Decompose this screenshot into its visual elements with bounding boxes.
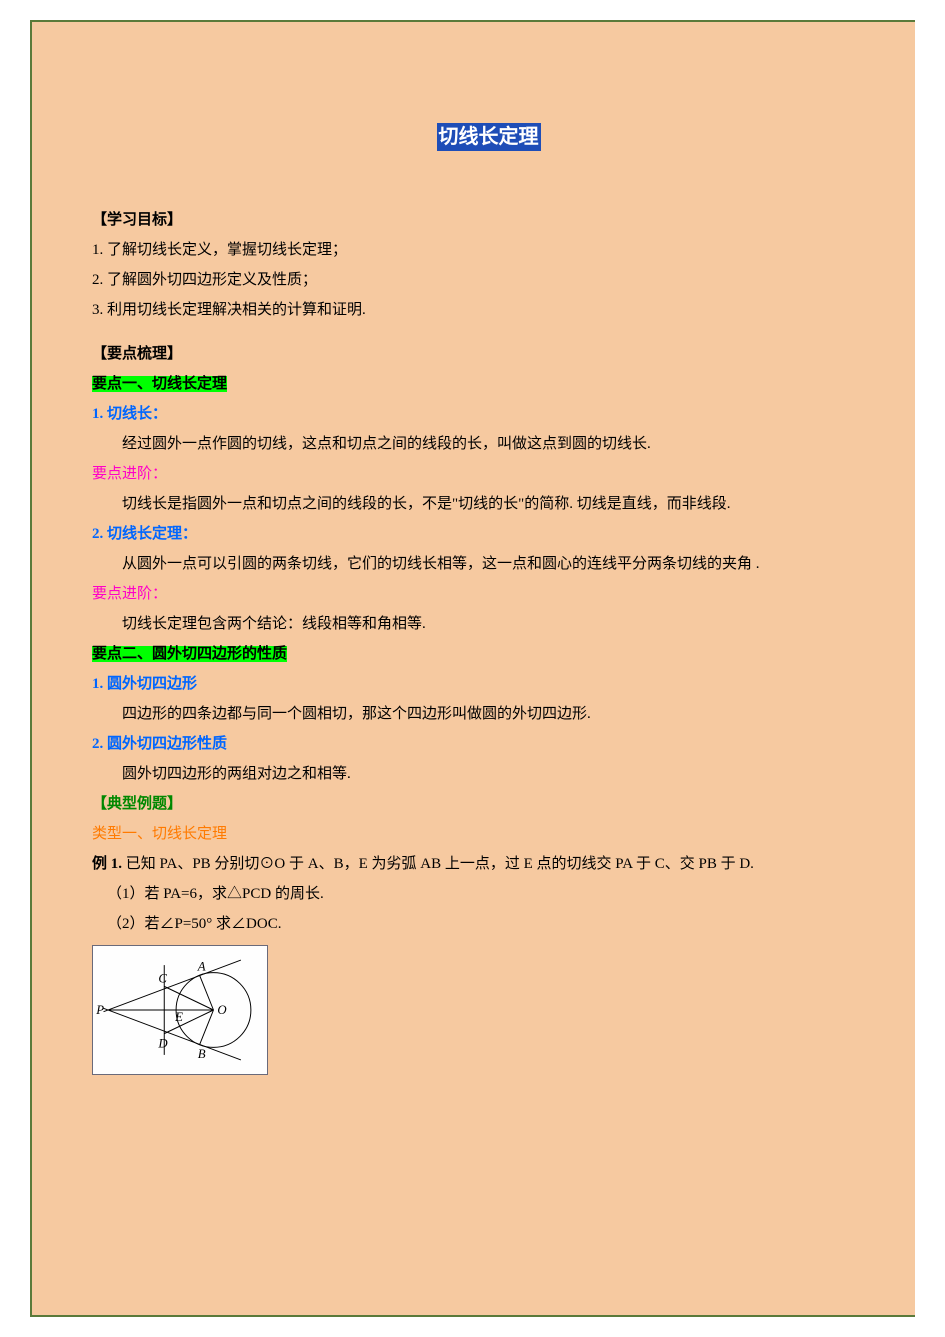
ex1-q2: （2）若∠P=50° 求∠DOC.	[92, 909, 885, 939]
point1-sub1-body: 经过圆外一点作圆的切线，这点和切点之间的线段的长，叫做这点到圆的切线长.	[92, 429, 885, 459]
point2-sub2-body: 圆外切四边形的两组对边之和相等.	[92, 759, 885, 789]
page-content: 切线长定理 【学习目标】 1. 了解切线长定义，掌握切线长定理； 2. 了解圆外…	[32, 22, 915, 1105]
svg-text:O: O	[217, 1003, 226, 1017]
svg-text:C: C	[158, 971, 167, 985]
point1-adv1-body: 切线长是指圆外一点和切点之间的线段的长，不是"切线的长"的简称. 切线是直线，而…	[92, 489, 885, 519]
spacer	[92, 325, 885, 339]
geometry-diagram: P O A B C DE	[93, 946, 267, 1074]
point2-sub1-title: 1. 圆外切四边形	[92, 669, 885, 699]
ex1-label: 例 1.	[92, 856, 122, 872]
ex1-stem: 已知 PA、PB 分别切⊙O 于 A、B，E 为劣弧 AB 上一点，过 E 点的…	[122, 856, 754, 872]
svg-text:D: D	[157, 1036, 168, 1050]
ex1-figure: P O A B C DE	[92, 945, 268, 1075]
page-border: 切线长定理 【学习目标】 1. 了解切线长定义，掌握切线长定理； 2. 了解圆外…	[30, 20, 915, 1317]
point1-adv2-title: 要点进阶：	[92, 579, 885, 609]
point1-adv2-body: 切线长定理包含两个结论：线段相等和角相等.	[92, 609, 885, 639]
point1-sub1-title: 1. 切线长：	[92, 399, 885, 429]
point1-adv1-title: 要点进阶：	[92, 459, 885, 489]
point2-heading: 要点二、圆外切四边形的性质	[92, 646, 287, 662]
svg-text:B: B	[198, 1047, 206, 1061]
doc-title-wrap: 切线长定理	[92, 117, 885, 157]
point2-sub1-body: 四边形的四条边都与同一个圆相切，那这个四边形叫做圆的外切四边形.	[92, 699, 885, 729]
point1-heading: 要点一、切线长定理	[92, 376, 227, 392]
point1-heading-wrap: 要点一、切线长定理	[92, 369, 885, 399]
examples-type1: 类型一、切线长定理	[92, 819, 885, 849]
svg-text:E: E	[174, 1010, 183, 1024]
goal-item-1: 1. 了解切线长定义，掌握切线长定理；	[92, 235, 885, 265]
goal-item-2: 2. 了解圆外切四边形定义及性质；	[92, 265, 885, 295]
examples-header: 【典型例题】	[92, 789, 885, 819]
point1-sub2-body: 从圆外一点可以引圆的两条切线，它们的切线长相等，这一点和圆心的连线平分两条切线的…	[92, 549, 885, 579]
point2-sub2-title: 2. 圆外切四边形性质	[92, 729, 885, 759]
svg-text:A: A	[197, 960, 206, 974]
ex1-q1: （1）若 PA=6，求△PCD 的周长.	[92, 879, 885, 909]
point1-sub2-title: 2. 切线长定理：	[92, 519, 885, 549]
svg-text:P: P	[95, 1003, 104, 1017]
goal-item-3: 3. 利用切线长定理解决相关的计算和证明.	[92, 295, 885, 325]
goals-header: 【学习目标】	[92, 205, 885, 235]
point2-heading-wrap: 要点二、圆外切四边形的性质	[92, 639, 885, 669]
outline-header: 【要点梳理】	[92, 339, 885, 369]
doc-title: 切线长定理	[437, 123, 541, 151]
ex1-line: 例 1. 已知 PA、PB 分别切⊙O 于 A、B，E 为劣弧 AB 上一点，过…	[92, 849, 885, 879]
